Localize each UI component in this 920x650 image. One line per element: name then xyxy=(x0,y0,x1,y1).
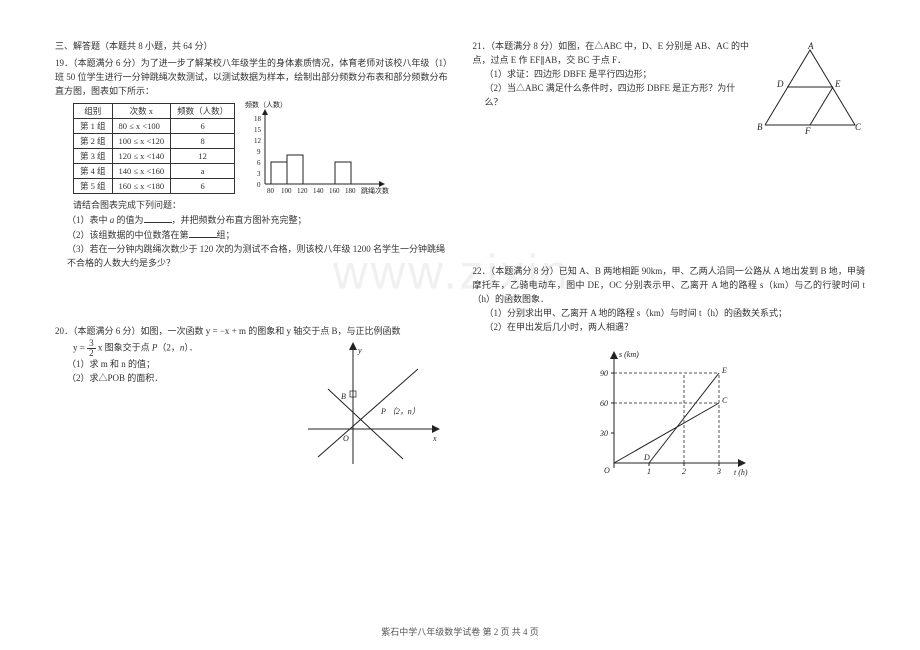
p22-q2: （2）在甲出发后几小时，两人相遇？ xyxy=(473,321,866,335)
svg-text:x: x xyxy=(432,434,437,443)
section-title: 三、解答题（本题共 8 小题，共 64 分） xyxy=(55,40,448,54)
problem-22: 22．（本题满分 8 分）已知 A、B 两地相距 90km，甲、乙两人沿同一公路… xyxy=(473,265,866,485)
table-row: 第 1 组80 ≤ x <1006 xyxy=(74,118,235,133)
svg-text:O: O xyxy=(604,466,610,475)
svg-text:y: y xyxy=(357,346,362,355)
p19-q2: （2）该组数据的中位数落在第组； xyxy=(55,228,448,243)
table-row: 第 4 组140 ≤ x <160a xyxy=(74,163,235,178)
p19-q1: （1）表中 a 的值为，并把频数分布直方图补充完整； xyxy=(55,213,448,228)
svg-text:60: 60 xyxy=(600,399,608,408)
svg-text:C: C xyxy=(855,122,862,132)
svg-text:6: 6 xyxy=(257,159,261,167)
svg-text:140: 140 xyxy=(313,187,324,195)
x-axis-title: 跳绳次数 xyxy=(361,186,389,195)
svg-text:120: 120 xyxy=(297,187,308,195)
svg-text:t (h): t (h) xyxy=(734,468,748,477)
svg-text:100: 100 xyxy=(281,187,292,195)
svg-text:9: 9 xyxy=(257,148,261,156)
th: 次数 x xyxy=(112,103,171,118)
table-row: 第 2 组100 ≤ x <1208 xyxy=(74,133,235,148)
p22-title: 22．（本题满分 8 分）已知 A、B 两地相距 90km，甲、乙两人沿同一公路… xyxy=(473,265,866,307)
svg-text:18: 18 xyxy=(254,115,262,123)
p19-lead: 请结合图表完成下列问题： xyxy=(55,199,448,213)
p20-formula: y = 32 x 图象交于点 P（2，n）． xyxy=(55,339,288,358)
svg-text:P （2，n）: P （2，n） xyxy=(380,407,420,416)
svg-text:D: D xyxy=(643,453,650,462)
svg-text:80: 80 xyxy=(267,187,275,195)
svg-text:3: 3 xyxy=(257,170,261,178)
svg-text:0: 0 xyxy=(257,181,261,189)
table-row: 第 5 组160 ≤ x <1806 xyxy=(74,178,235,193)
svg-text:180: 180 xyxy=(345,187,356,195)
p21-triangle: A B C D E F xyxy=(755,40,865,135)
p21-title: 21．（本题满分 8 分）如图，在△ABC 中，D、E 分别是 AB、AC 的中… xyxy=(473,40,750,68)
svg-text:3: 3 xyxy=(716,467,721,476)
p19-histogram: 频数（人数） 0 3 6 9 12 15 18 xyxy=(243,99,393,199)
page-footer: 紫石中学八年级数学试卷 第 2 页 共 4 页 xyxy=(0,625,920,638)
p22-q1: （1）分别求出甲、乙离开 A 地的路程 s（km）与时间 t（h）的函数关系式； xyxy=(473,307,866,321)
svg-text:F: F xyxy=(804,126,811,135)
svg-text:E: E xyxy=(834,79,841,89)
svg-text:s (km): s (km) xyxy=(619,350,639,359)
p19-frequency-table: 组别 次数 x 频数（人数） 第 1 组80 ≤ x <1006 第 2 组10… xyxy=(73,103,235,194)
svg-text:1: 1 xyxy=(647,467,651,476)
th: 组别 xyxy=(74,103,113,118)
svg-text:B: B xyxy=(757,122,763,132)
problem-19: 19．（本题满分 6 分）为了进一步了解某校八年级学生的身体素质情况，体育老师对… xyxy=(55,57,448,271)
table-row: 组别 次数 x 频数（人数） xyxy=(74,103,235,118)
table-row: 第 3 组120 ≤ x <14012 xyxy=(74,148,235,163)
svg-text:E: E xyxy=(721,366,727,375)
svg-text:2: 2 xyxy=(682,467,686,476)
p20-q1: （1）求 m 和 n 的值； xyxy=(55,358,288,372)
p21-q1: （1）求证：四边形 DBFE 是平行四边形； xyxy=(473,68,750,82)
svg-text:O: O xyxy=(343,434,349,443)
problem-20: 20．（本题满分 6 分）如图，一次函数 y = −x + m 的图象和 y 轴… xyxy=(55,325,448,469)
p20-title: 20．（本题满分 6 分）如图，一次函数 y = −x + m 的图象和 y 轴… xyxy=(55,325,448,339)
svg-text:D: D xyxy=(776,79,784,89)
y-axis-title: 频数（人数） xyxy=(245,100,287,109)
p19-title: 19．（本题满分 6 分）为了进一步了解某校八年级学生的身体素质情况，体育老师对… xyxy=(55,57,448,99)
left-column: 三、解答题（本题共 8 小题，共 64 分） 19．（本题满分 6 分）为了进一… xyxy=(55,40,448,499)
p19-q3: （3）若在一分钟内跳绳次数少于 120 次的为测试不合格，则该校八年级 1200… xyxy=(55,243,448,271)
p22-graph: s (km) t (h) O 90 60 30 1 2 3 D E C xyxy=(584,343,754,483)
th: 频数（人数） xyxy=(171,103,235,118)
page: 三、解答题（本题共 8 小题，共 64 分） 19．（本题满分 6 分）为了进一… xyxy=(0,0,920,519)
svg-text:30: 30 xyxy=(599,429,608,438)
svg-text:15: 15 xyxy=(254,126,262,134)
p21-q2: （2）当△ABC 满足什么条件时，四边形 DBFE 是正方形？为什么？ xyxy=(473,82,750,110)
p20-graph: y x O B P （2，n） xyxy=(298,339,448,469)
svg-text:A: A xyxy=(807,41,814,51)
svg-text:90: 90 xyxy=(600,369,608,378)
p20-q2: （2）求△POB 的面积． xyxy=(55,372,288,386)
right-column: 21．（本题满分 8 分）如图，在△ABC 中，D、E 分别是 AB、AC 的中… xyxy=(473,40,866,499)
svg-text:160: 160 xyxy=(329,187,340,195)
problem-21: 21．（本题满分 8 分）如图，在△ABC 中，D、E 分别是 AB、AC 的中… xyxy=(473,40,866,135)
svg-text:B: B xyxy=(341,392,346,401)
p19-table-chart-row: 组别 次数 x 频数（人数） 第 1 组80 ≤ x <1006 第 2 组10… xyxy=(55,99,448,199)
svg-text:12: 12 xyxy=(254,137,262,145)
svg-text:C: C xyxy=(722,396,728,405)
